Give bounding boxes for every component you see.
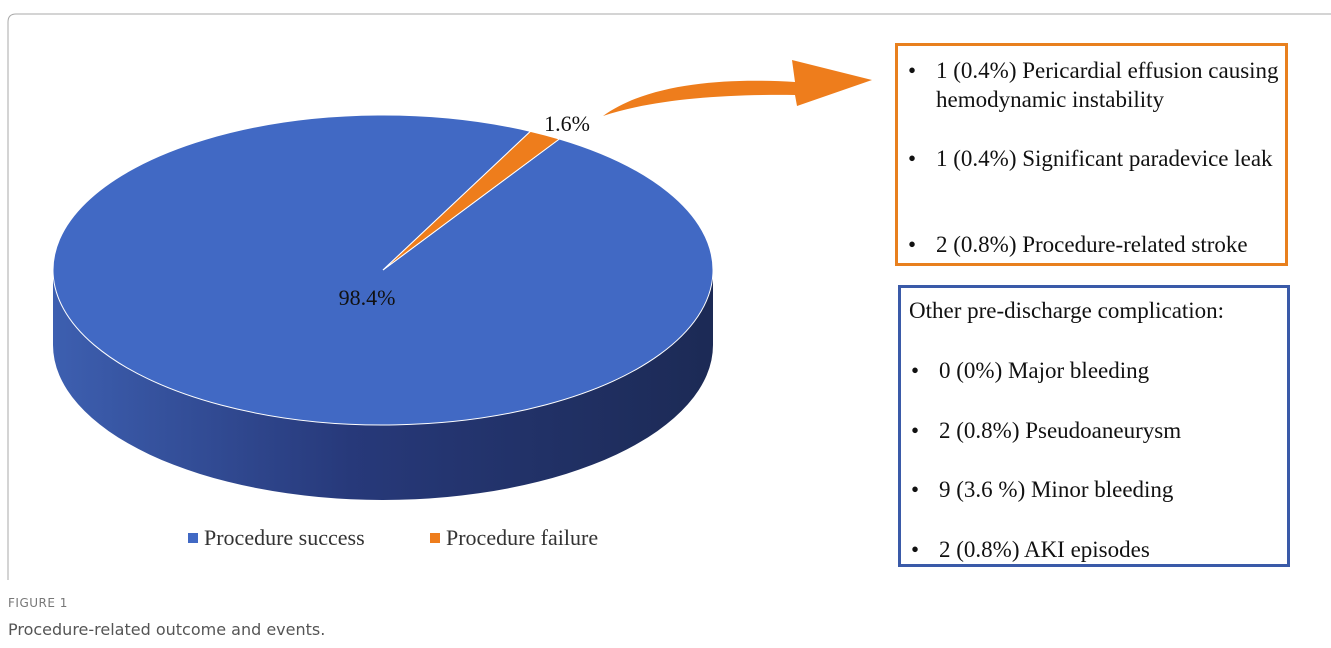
bullet: • (908, 146, 917, 171)
pie-side (53, 270, 713, 500)
item-text: 2 (0.8%) AKI episodes (939, 537, 1150, 562)
figure-caption: Procedure-related outcome and events. (8, 620, 326, 639)
item-text: 9 (3.6 %) Minor bleeding (939, 477, 1174, 502)
bullet: • (911, 477, 920, 502)
figure-frame (7, 13, 1331, 580)
bullet: • (908, 58, 917, 83)
callout-arrow (603, 60, 872, 116)
bullet: • (908, 232, 917, 257)
pie-slice (382, 130, 561, 271)
slice-label: 1.6% (544, 111, 590, 136)
figure-label: FIGURE 1 (8, 596, 68, 610)
item-text: 1 (0.4%) Significant paradevice leak (936, 146, 1273, 171)
legend-swatch (430, 533, 440, 543)
item-text: 0 (0%) Major bleeding (939, 358, 1150, 383)
item-text: 2 (0.8%) Pseudoaneurysm (939, 418, 1182, 443)
bullet: • (911, 418, 920, 443)
legend-swatch (188, 533, 198, 543)
item-text: 1 (0.4%) Pericardial effusion causing he… (936, 58, 1279, 112)
slice-label: 98.4% (339, 285, 396, 310)
legend-label: Procedure failure (446, 525, 598, 550)
box-title: Other pre-discharge complication: (909, 298, 1225, 323)
bullet: • (911, 358, 920, 383)
item-text: 2 (0.8%) Procedure-related stroke (936, 232, 1248, 257)
complication-box: Other pre-discharge complication: • 0 (0%)… (898, 285, 1290, 567)
failure-box: • 1 (0.4%) Pericardial effusion causing h… (895, 43, 1288, 266)
bullet: • (911, 537, 920, 562)
legend-label: Procedure success (204, 525, 365, 550)
